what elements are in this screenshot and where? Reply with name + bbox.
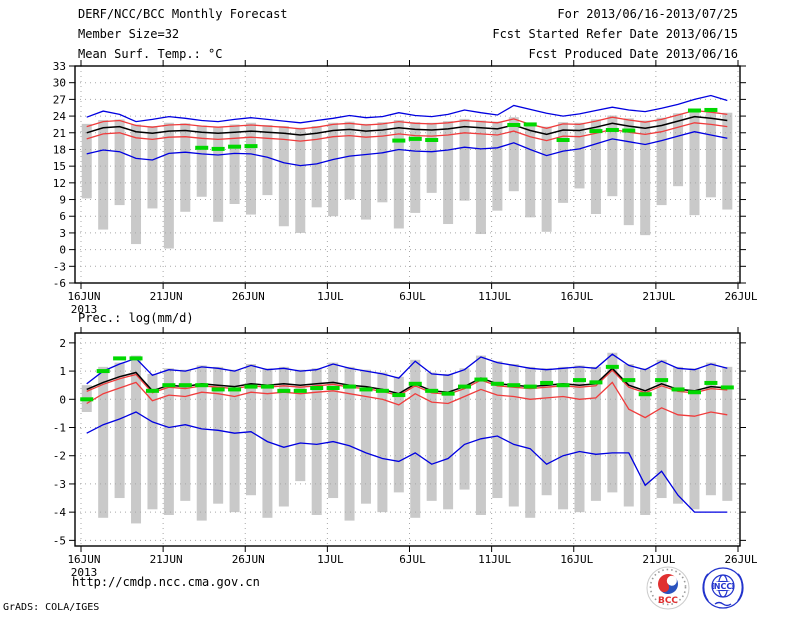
ncc-logo: NCC [702,567,744,609]
svg-text:26JUL: 26JUL [724,553,757,566]
svg-text:6JUL: 6JUL [399,553,426,566]
svg-text:-3: -3 [53,478,66,491]
svg-text:26JUN: 26JUN [232,290,265,303]
ensemble-range-bars [81,352,733,524]
grads-credit: GrADS: COLA/IGES [3,602,100,613]
svg-text:21JUL: 21JUL [642,553,675,566]
svg-text:1JUL: 1JUL [317,553,344,566]
svg-text:16JUN: 16JUN [67,553,100,566]
svg-text:6: 6 [59,210,66,223]
svg-text:15: 15 [53,160,66,173]
member-size-label: Member Size=32 [78,27,180,41]
svg-text:11JUL: 11JUL [478,553,511,566]
svg-text:21: 21 [53,127,66,140]
svg-text:-2: -2 [53,450,66,463]
svg-text:9: 9 [59,194,66,207]
refer-date-label: Fcst Started Refer Date 2013/06/15 [492,27,738,41]
temp-panel-title: Mean Surf. Temp.: °C [78,47,223,61]
svg-text:27: 27 [53,93,66,106]
svg-text:21JUN: 21JUN [150,553,183,566]
svg-text:21JUL: 21JUL [642,290,675,303]
precip-panel-title: Prec.: log(mm/d) [78,311,194,325]
svg-text:16JUL: 16JUL [560,553,593,566]
svg-text:6JUL: 6JUL [399,290,426,303]
svg-text:16JUN: 16JUN [67,290,100,303]
ncc-logo-label: NCC [714,582,733,591]
svg-text:1JUL: 1JUL [317,290,344,303]
source-url: http://cmdp.ncc.cma.gov.cn [72,575,260,589]
svg-text:26JUN: 26JUN [232,553,265,566]
produced-date-label: Fcst Produced Date 2013/06/16 [528,47,738,61]
svg-text:30: 30 [53,77,66,90]
svg-text:0: 0 [59,393,66,406]
svg-text:0: 0 [59,244,66,257]
plot-title: DERF/NCC/BCC Monthly Forecast [78,7,288,21]
svg-text:-1: -1 [53,422,66,435]
svg-text:-6: -6 [53,277,66,290]
observation-dashes [195,107,718,151]
svg-text:24: 24 [53,110,67,123]
svg-text:16JUL: 16JUL [560,290,593,303]
svg-text:1: 1 [59,365,66,378]
svg-text:2013: 2013 [71,566,98,579]
svg-text:2013: 2013 [71,303,98,316]
bcc-swirl-icon [658,574,678,594]
svg-text:-5: -5 [53,534,66,547]
svg-text:2: 2 [59,337,66,350]
forecast-range-label: For 2013/06/16-2013/07/25 [557,7,738,21]
forecast-lines [86,94,728,167]
svg-text:12: 12 [53,177,66,190]
svg-text:26JUL: 26JUL [724,290,757,303]
bcc-logo-label: BCC [658,596,678,606]
forecast-lines [86,353,728,513]
observation-dashes [80,356,734,402]
svg-text:3: 3 [59,227,66,240]
svg-text:18: 18 [53,143,66,156]
ensemble-range-bars [81,108,733,249]
svg-text:21JUN: 21JUN [150,290,183,303]
svg-text:-4: -4 [53,506,67,519]
svg-text:33: 33 [53,60,66,73]
bcc-logo: BCC [646,566,690,610]
svg-text:11JUL: 11JUL [478,290,511,303]
svg-text:-3: -3 [53,260,66,273]
